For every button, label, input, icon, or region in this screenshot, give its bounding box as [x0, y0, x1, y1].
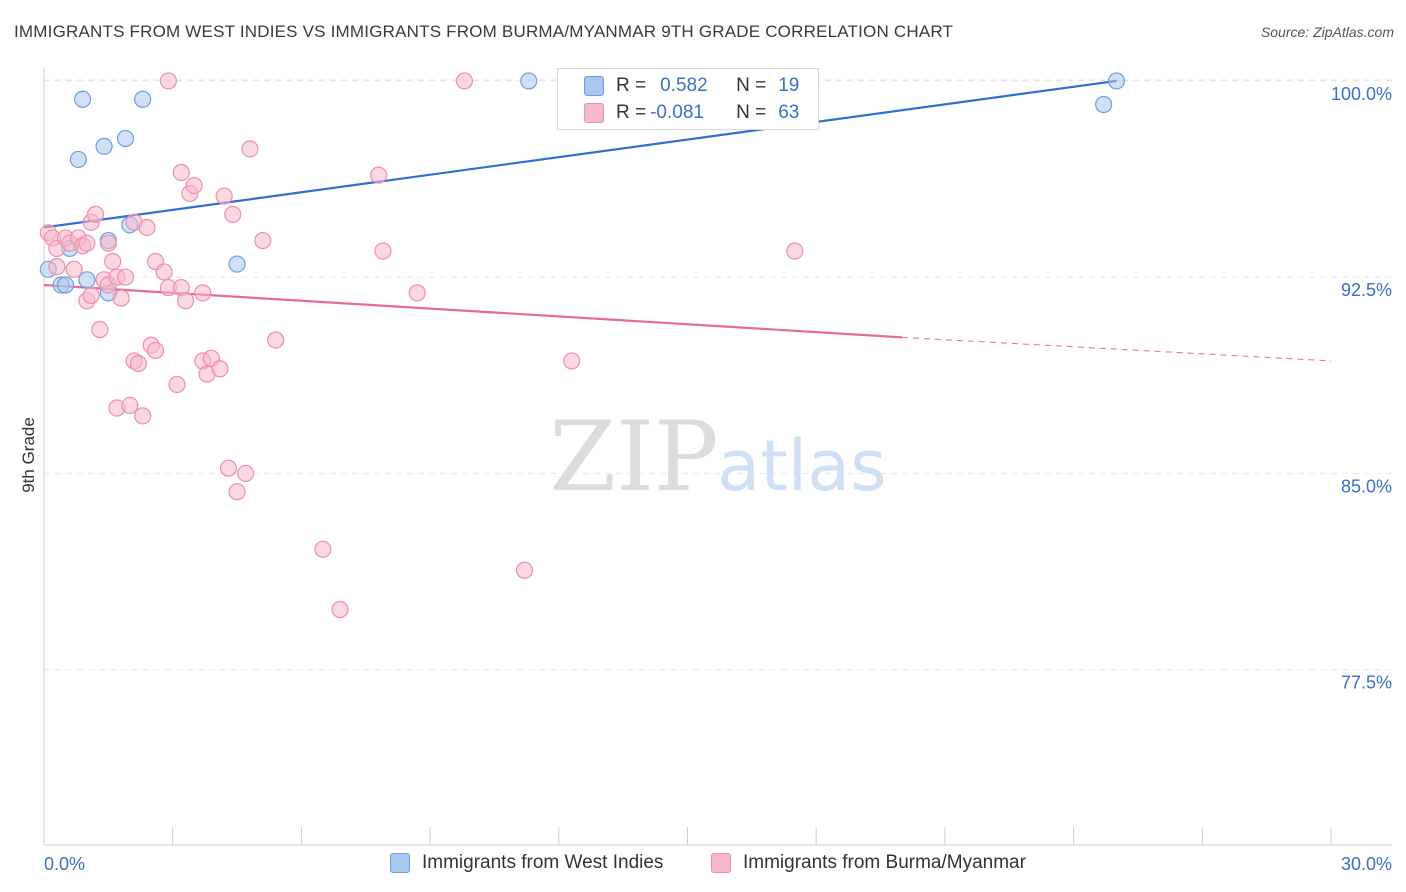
chart-title: IMMIGRANTS FROM WEST INDIES VS IMMIGRANT… — [14, 22, 954, 41]
n-value-blue: 19 — [778, 75, 800, 96]
n-value-pink: 63 — [778, 102, 800, 123]
data-point-blue — [95, 137, 113, 155]
data-points — [39, 72, 1126, 619]
n-label: N = — [736, 102, 767, 123]
data-point-pink — [314, 540, 332, 558]
x-tick-label: 0.0% — [44, 854, 85, 874]
data-point-pink — [86, 205, 105, 223]
data-point-pink — [219, 459, 238, 477]
watermark: ZIP atlas — [549, 401, 886, 513]
data-point-pink — [78, 234, 96, 252]
data-point-pink — [331, 600, 349, 619]
data-point-pink — [48, 258, 66, 276]
legend-item-west-indies[interactable]: Immigrants from West Indies — [390, 852, 663, 874]
pink-swatch — [584, 103, 604, 123]
y-tick-label: 77.5% — [1341, 673, 1392, 693]
axis-layer — [43, 68, 1392, 846]
data-point-pink — [211, 360, 229, 378]
data-point-pink — [159, 72, 178, 90]
data-point-blue — [1107, 72, 1126, 90]
grid-layer — [44, 79, 1392, 671]
r-value-blue: 0.582 — [660, 75, 708, 96]
legend-label-burma: Immigrants from Burma/Myanmar — [743, 852, 1026, 873]
stats-row-pink: R = -0.081 N = 63 — [584, 100, 799, 126]
data-point-blue — [134, 90, 152, 108]
data-point-blue — [116, 129, 135, 148]
data-point-pink — [138, 218, 156, 237]
data-point-pink — [370, 166, 388, 184]
data-point-blue — [228, 255, 246, 273]
y-tick-label: 100.0% — [1331, 84, 1392, 104]
legend-item-burma[interactable]: Immigrants from Burma/Myanmar — [711, 852, 1026, 874]
y-axis-label: 9th Grade — [19, 417, 38, 493]
data-point-pink — [176, 292, 195, 310]
data-point-pink — [104, 252, 122, 271]
data-point-pink — [408, 284, 426, 302]
source-credit: Source: ZipAtlas.com — [1260, 24, 1394, 40]
x-tick-label: 30.0% — [1341, 854, 1392, 874]
r-label: R = — [616, 75, 647, 96]
r-label: R = — [616, 102, 647, 123]
stats-row-blue: R = 0.582 N = 19 — [584, 73, 799, 99]
data-point-pink — [155, 263, 173, 281]
data-point-pink — [241, 140, 259, 158]
n-label: N = — [736, 75, 767, 96]
data-point-pink — [786, 242, 804, 260]
data-point-pink — [129, 354, 147, 373]
data-point-pink — [374, 242, 392, 260]
watermark-zip: ZIP — [549, 401, 718, 513]
data-point-blue — [1095, 95, 1113, 114]
data-point-pink — [267, 331, 285, 349]
r-value-pink: -0.081 — [650, 102, 704, 123]
data-point-pink — [224, 205, 242, 223]
data-point-pink — [121, 396, 139, 414]
data-point-pink — [172, 163, 190, 182]
data-point-pink — [563, 352, 581, 370]
data-point-pink — [215, 187, 233, 205]
data-point-pink — [185, 177, 203, 195]
data-point-blue — [56, 276, 75, 294]
data-point-pink — [515, 561, 534, 579]
data-point-pink — [116, 268, 135, 286]
data-point-pink — [146, 341, 165, 360]
data-point-blue — [74, 90, 92, 108]
data-point-pink — [82, 286, 100, 305]
data-point-pink — [134, 407, 152, 425]
watermark-atlas: atlas — [717, 425, 886, 507]
correlation-stats-box: R = 0.582 N = 19 R = -0.081 N = 63 — [557, 68, 819, 130]
data-point-pink — [112, 289, 130, 307]
data-point-pink — [65, 260, 83, 278]
data-point-blue — [520, 72, 538, 90]
data-point-pink — [254, 231, 272, 250]
legend-swatch-pink — [711, 853, 731, 873]
legend: Immigrants from West Indies Immigrants f… — [0, 850, 1406, 880]
legend-label-west-indies: Immigrants from West Indies — [422, 852, 664, 873]
legend-swatch-blue — [390, 853, 410, 873]
data-point-blue — [69, 150, 87, 169]
data-point-pink — [168, 375, 186, 394]
data-point-pink — [455, 72, 474, 90]
tick-labels: 77.5% 85.0% 92.5% 100.0% 0.0% 30.0% — [44, 84, 1392, 874]
data-point-pink — [99, 234, 117, 252]
blue-swatch — [584, 76, 604, 96]
y-tick-label: 85.0% — [1341, 476, 1392, 496]
data-point-blue — [78, 271, 96, 289]
data-point-pink — [228, 483, 246, 501]
y-tick-label: 92.5% — [1341, 280, 1392, 300]
data-point-pink — [194, 284, 212, 302]
trend-extension-pink — [901, 336, 1332, 362]
data-point-pink — [91, 320, 109, 339]
data-point-pink — [237, 464, 255, 483]
